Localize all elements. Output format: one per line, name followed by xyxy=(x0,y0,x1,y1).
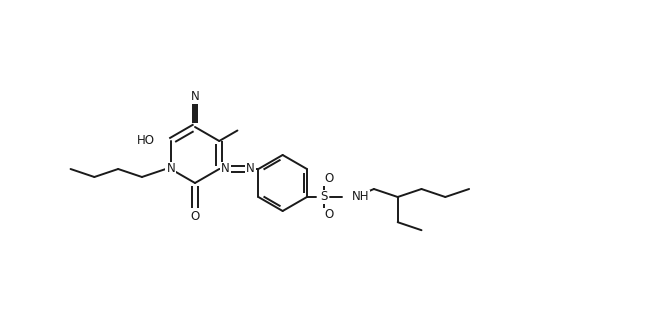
Text: HO: HO xyxy=(137,134,155,148)
Text: N: N xyxy=(166,163,175,176)
Text: O: O xyxy=(324,172,334,186)
Text: NH: NH xyxy=(352,191,370,203)
Text: N: N xyxy=(221,163,230,176)
Text: S: S xyxy=(320,191,328,203)
Text: N: N xyxy=(190,90,199,103)
Text: O: O xyxy=(190,210,200,223)
Text: O: O xyxy=(324,208,334,221)
Text: N: N xyxy=(246,163,255,176)
